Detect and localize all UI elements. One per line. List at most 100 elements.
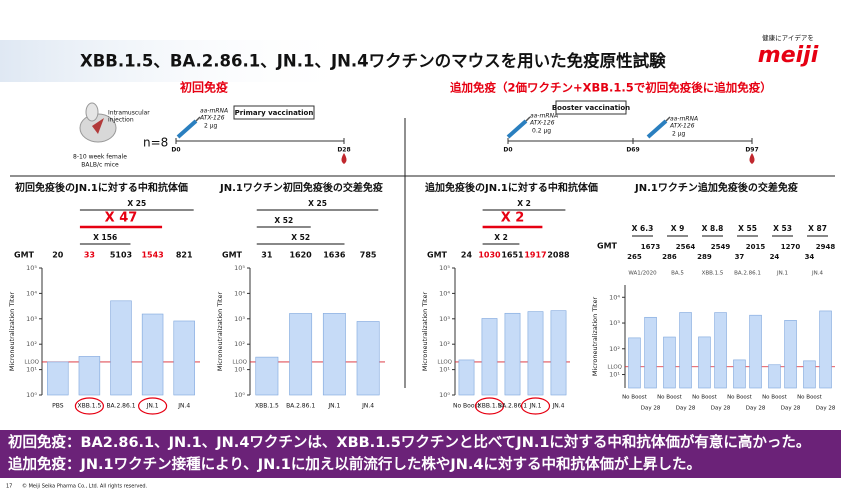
bar — [803, 360, 816, 389]
bar — [141, 313, 164, 396]
bar — [289, 313, 313, 396]
fold-label: X 9 — [671, 224, 685, 233]
y-tick-label: 10¹ — [439, 366, 450, 374]
injection-text: Intramuscular — [108, 110, 150, 117]
summary-line: 初回免疫：BA2.86.1、JN.1、JN.4ワクチンは、XBB.1.5ワクチン… — [8, 433, 810, 451]
comparison-label: X 156 — [93, 233, 117, 242]
bar — [679, 312, 692, 389]
y-tick-label: 10⁴ — [609, 293, 620, 301]
x-tick-label: JN.1 — [146, 403, 159, 410]
chart-title: JN.1ワクチン初回免疫後の交差免疫 — [219, 181, 383, 194]
y-tick-label: 10³ — [609, 319, 620, 327]
x-tick-label: No Boost — [797, 395, 823, 401]
lloq-label: LLOQ — [24, 359, 39, 365]
summary-band — [0, 430, 841, 478]
x-tick-label: XBB.1.5 — [478, 403, 502, 410]
day-label: D0 — [171, 147, 180, 154]
comparison-label: X 2 — [494, 233, 508, 242]
value-label: 289 — [697, 253, 712, 261]
bar — [458, 359, 475, 396]
day-label: D0 — [503, 147, 512, 154]
value-label: 1673 — [641, 243, 661, 251]
fold-label: X 8.8 — [702, 224, 724, 233]
y-tick-label: 10⁰ — [439, 391, 450, 399]
section-primary: 初回免疫 — [180, 80, 228, 95]
value-label: 24 — [461, 251, 473, 260]
chart-title: 初回免疫後のJN.1に対する中和抗体価 — [15, 181, 188, 194]
bar — [173, 320, 195, 396]
highlight-circle — [520, 397, 551, 415]
section-booster: 追加免疫（2価ワクチン+XBB.1.5で初回免疫後に追加免疫） — [450, 81, 772, 95]
highlight-circle — [474, 397, 505, 415]
value-label: 1030 — [478, 251, 501, 260]
n-label: n=8 — [143, 136, 168, 150]
dose-text: aa-mRNA — [530, 113, 558, 120]
bar — [784, 320, 797, 389]
syringe — [646, 116, 671, 139]
x-tick-label: JN.1 — [327, 403, 340, 410]
value-label: 1636 — [323, 251, 346, 260]
value-label: 265 — [627, 253, 642, 261]
bar — [768, 364, 781, 389]
y-tick-label: 10³ — [234, 315, 245, 323]
y-tick-label: 10⁴ — [439, 289, 450, 297]
page-number: 17 — [6, 484, 12, 490]
bar — [527, 311, 544, 396]
logo: meiji — [758, 43, 819, 68]
y-tick-label: 10⁵ — [26, 264, 37, 272]
schedule-box — [233, 105, 315, 120]
comparison-label: X 47 — [105, 211, 138, 226]
value-label: 37 — [735, 253, 745, 261]
bar — [749, 314, 762, 389]
bar — [819, 310, 832, 389]
value-label: 20 — [52, 251, 64, 260]
value-label: 31 — [261, 251, 273, 260]
y-tick-label: 10² — [609, 345, 620, 353]
x-tick-label: Day 28 — [711, 406, 731, 412]
syringe — [506, 116, 531, 139]
day-label: D97 — [745, 147, 758, 154]
dose-text: ATX-126 — [529, 120, 555, 127]
lloq-label: LLOQ — [437, 359, 452, 365]
value-label: 1270 — [781, 243, 801, 251]
value-label: 1620 — [289, 251, 312, 260]
x-tick-label: BA.2.86.1 — [498, 403, 527, 410]
dose-text: aa-mRNA — [670, 116, 698, 123]
gmt-label: GMT — [14, 251, 35, 260]
blood-drop — [749, 153, 755, 164]
gmt-label: GMT — [427, 251, 448, 260]
dose-text: 2 μg — [204, 123, 218, 130]
schedule-label: Booster vaccination — [552, 104, 630, 112]
comparison-label: X 2 — [501, 211, 525, 226]
chart-title: JN.1ワクチン追加免疫後の交差免疫 — [634, 181, 798, 194]
x-tick-label: Day 28 — [746, 406, 766, 412]
dose-text: 2 μg — [672, 131, 686, 138]
category-label: WA1/2020 — [628, 271, 657, 277]
value-label: 2564 — [676, 243, 696, 251]
bar — [504, 312, 521, 396]
x-tick-label: JN.4 — [361, 403, 374, 410]
x-tick-label: No Boost — [453, 403, 481, 410]
mouse-icon — [79, 102, 117, 143]
y-tick-label: 10⁴ — [234, 289, 245, 297]
x-tick-label: Day 28 — [816, 406, 836, 412]
x-tick-label: JN.4 — [552, 403, 565, 410]
y-tick-label: 10⁰ — [26, 391, 37, 399]
x-tick-label: No Boost — [622, 395, 648, 401]
fold-label: X 55 — [738, 224, 757, 233]
value-label: 2948 — [816, 243, 836, 251]
value-label: 1651 — [501, 251, 524, 260]
bar — [255, 356, 279, 396]
x-tick-label: No Boost — [727, 395, 753, 401]
lloq-label: LLOQ — [607, 364, 622, 370]
x-tick-label: BA.2.86.1 — [286, 403, 315, 410]
value-label: 5103 — [110, 251, 132, 260]
dose-text: aa-mRNA — [200, 108, 228, 115]
value-label: 2549 — [711, 243, 731, 251]
bar — [644, 316, 657, 389]
x-tick-label: No Boost — [692, 395, 718, 401]
x-tick-label: Day 28 — [781, 406, 801, 412]
bar — [110, 300, 132, 396]
y-axis-label: Microneutralization Titer — [8, 292, 16, 372]
bar — [714, 312, 727, 389]
